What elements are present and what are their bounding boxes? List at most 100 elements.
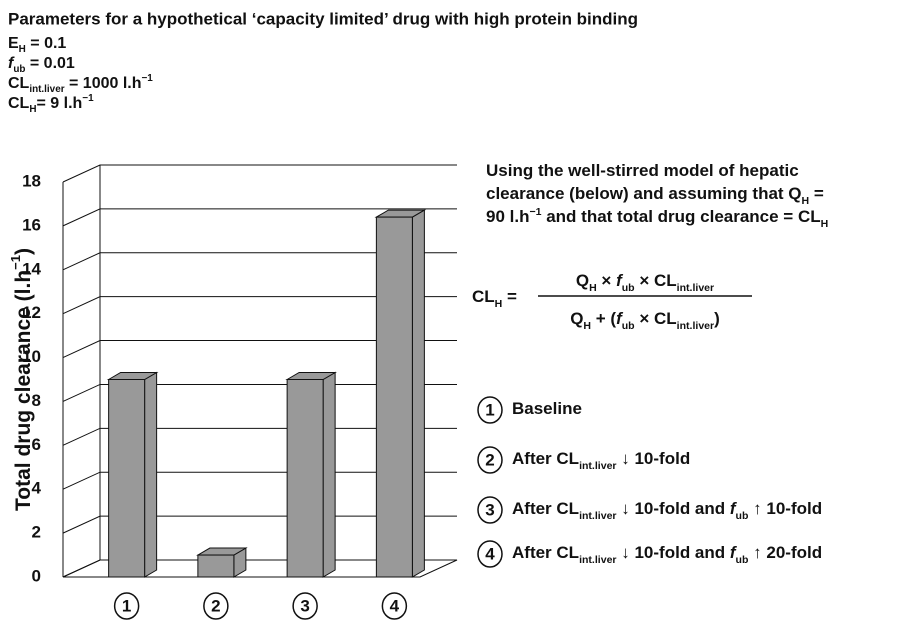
text-run: = 9 l.h xyxy=(36,95,82,112)
legend-number: 1 xyxy=(485,400,494,419)
legend-number-circle xyxy=(477,446,503,474)
text-run: −1 xyxy=(8,255,23,270)
text-run: E xyxy=(8,35,19,52)
text-run: Using the well-stirred model of hepatic xyxy=(486,161,799,180)
text-run: H xyxy=(29,104,36,115)
y-tick-label: 12 xyxy=(22,303,41,322)
text-run: CL xyxy=(8,95,30,112)
bar xyxy=(197,554,235,578)
text-run: × xyxy=(597,271,616,290)
legend-text: Baseline xyxy=(512,399,582,418)
grid-line xyxy=(62,559,457,578)
text-run: = xyxy=(502,287,517,306)
grid-line xyxy=(62,252,457,271)
text-run: int.liver xyxy=(677,320,714,332)
bar-side xyxy=(411,209,425,578)
text-run: After CL xyxy=(512,449,579,468)
parameter: EH = 0.1 xyxy=(8,35,66,55)
legend-number: 4 xyxy=(485,544,495,563)
text-run: ↑ 20-fold xyxy=(748,543,822,562)
text-run: f xyxy=(730,543,738,562)
text-run: = xyxy=(809,184,824,203)
text-run: Q xyxy=(570,309,583,328)
bar-side xyxy=(144,371,158,578)
text-run: f xyxy=(8,55,15,72)
text-run: Baseline xyxy=(512,399,582,418)
legend-text: After CLint.liver ↓ 10-fold and fub ↑ 10… xyxy=(512,499,822,521)
text-run: H xyxy=(19,44,26,55)
y-tick-label: 14 xyxy=(22,259,41,278)
text-run: CL xyxy=(8,75,30,92)
x-tick-label: 2 xyxy=(211,596,220,615)
x-tick-label-circle xyxy=(292,592,318,620)
formula-lhs: CLH = xyxy=(472,287,517,309)
text-run: H xyxy=(495,298,503,310)
text-run: ) xyxy=(714,309,720,328)
text-run: −1 xyxy=(529,206,541,218)
text-run: = 0.01 xyxy=(25,55,74,72)
text-run: int.liver xyxy=(579,554,616,566)
y-tick-label: 6 xyxy=(32,435,41,454)
text-run: ub xyxy=(622,320,635,332)
text-run: f xyxy=(730,499,738,518)
text-run: × CL xyxy=(635,309,677,328)
text-run: int.liver xyxy=(579,460,616,472)
text-run: and that total drug clearance = CL xyxy=(541,207,820,226)
text-run: ↓ 10-fold and xyxy=(617,543,730,562)
text-run: f xyxy=(616,309,624,328)
grid-line xyxy=(62,340,457,359)
y-tick-label: 0 xyxy=(32,566,41,585)
text-run: + ( xyxy=(591,309,616,328)
parameter: CLH= 9 l.h−1 xyxy=(8,93,94,115)
text-run: ub xyxy=(622,282,635,294)
note-line: clearance (below) and assuming that QH = xyxy=(486,184,824,206)
y-axis-label: Total drug clearance (l.h−1) xyxy=(8,248,35,511)
text-run: After CL xyxy=(512,499,579,518)
grid-line xyxy=(62,427,457,446)
note-line: 90 l.h−1 and that total drug clearance =… xyxy=(486,206,828,230)
text-run: int.liver xyxy=(677,282,714,294)
legend-text: After CLint.liver ↓ 10-fold and fub ↑ 20… xyxy=(512,543,822,565)
parameter: CLint.liver = 1000 l.h−1 xyxy=(8,73,153,95)
x-tick-label-circle xyxy=(113,592,140,620)
bar xyxy=(108,379,146,578)
legend-number-circle xyxy=(477,496,503,524)
text-run: int.liver xyxy=(579,510,616,522)
text-run: f xyxy=(616,271,624,290)
legend-number-circle xyxy=(477,396,503,424)
bar-side xyxy=(322,371,336,578)
text-run: ↑ 10-fold xyxy=(748,499,822,518)
y-tick-label: 18 xyxy=(22,171,41,190)
x-tick-label: 4 xyxy=(390,596,400,615)
text-run: clearance (below) and assuming that Q xyxy=(486,184,802,203)
x-tick-label: 1 xyxy=(122,596,131,615)
text-run: −1 xyxy=(82,93,94,104)
bar xyxy=(286,379,324,578)
y-tick-label: 4 xyxy=(32,479,42,498)
text-run: After CL xyxy=(512,543,579,562)
text-run: = 1000 l.h xyxy=(65,75,142,92)
formula-denominator: QH + (fub × CLint.liver) xyxy=(570,309,720,331)
text-run: H xyxy=(583,320,591,332)
legend-number: 2 xyxy=(485,450,494,469)
text-run: Total drug clearance (l.h xyxy=(12,270,35,511)
text-run: ↓ 10-fold xyxy=(617,449,691,468)
text-run: −1 xyxy=(142,73,154,84)
text-run: ) xyxy=(12,248,35,255)
note-line: Using the well-stirred model of hepatic xyxy=(486,161,799,180)
text-run: Q xyxy=(576,271,589,290)
text-run: ub xyxy=(13,64,25,75)
text-run: × CL xyxy=(635,271,677,290)
text-run: H xyxy=(589,282,597,294)
legend-text: After CLint.liver ↓ 10-fold xyxy=(512,449,690,471)
text-run: int.liver xyxy=(29,84,64,95)
y-tick-label: 16 xyxy=(22,215,41,234)
y-tick-label: 2 xyxy=(32,523,41,542)
text-run: 90 l.h xyxy=(486,207,529,226)
parameter: fub = 0.01 xyxy=(8,55,75,75)
grid-line xyxy=(62,208,457,227)
formula-numerator: QH × fub × CLint.liver xyxy=(576,271,714,293)
legend-number: 3 xyxy=(485,500,494,519)
bar xyxy=(375,216,413,578)
